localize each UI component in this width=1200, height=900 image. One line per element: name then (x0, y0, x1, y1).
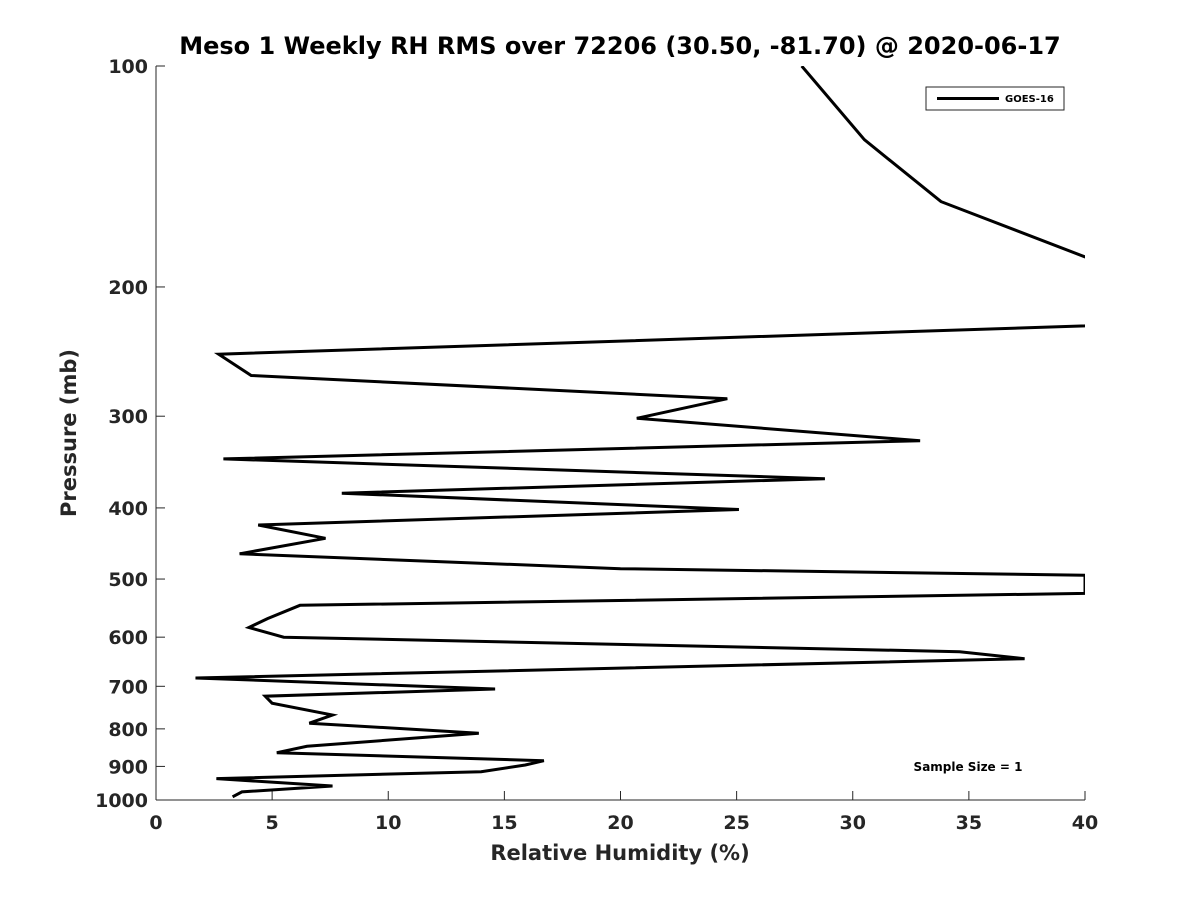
series-line-goes-16 (195, 66, 1085, 799)
x-tick-label: 20 (607, 812, 633, 834)
y-tick-label: 600 (108, 627, 148, 649)
y-tick-label: 700 (108, 676, 148, 698)
y-tick-label: 900 (108, 756, 148, 778)
y-tick-label: 400 (108, 498, 148, 520)
legend: GOES-16 (925, 86, 1065, 111)
y-tick-label: 200 (108, 277, 148, 299)
y-tick-label: 800 (108, 719, 148, 741)
x-tick-label: 15 (491, 812, 517, 834)
x-tick-label: 5 (266, 812, 279, 834)
y-axis-ticks: 100 200 300 400 500 600 700 800 900 1000 (95, 56, 165, 812)
y-tick-label: 1000 (95, 790, 148, 812)
x-axis-ticks: 0 5 10 15 20 25 30 35 40 (149, 791, 1098, 834)
y-axis-label: Pressure (mb) (57, 349, 81, 517)
y-tick-label: 500 (108, 569, 148, 591)
y-tick-label: 300 (108, 406, 148, 428)
x-tick-label: 10 (375, 812, 401, 834)
x-tick-label: 35 (956, 812, 982, 834)
x-tick-label: 25 (723, 812, 749, 834)
chart-title: Meso 1 Weekly RH RMS over 72206 (30.50, … (179, 32, 1061, 60)
x-tick-label: 0 (149, 812, 162, 834)
y-tick-label: 100 (108, 56, 148, 78)
sample-size-annotation: Sample Size = 1 (914, 760, 1023, 774)
legend-label-goes-16: GOES-16 (1005, 94, 1054, 105)
x-tick-label: 30 (840, 812, 866, 834)
x-tick-label: 40 (1072, 812, 1098, 834)
x-axis-label: Relative Humidity (%) (490, 841, 749, 865)
